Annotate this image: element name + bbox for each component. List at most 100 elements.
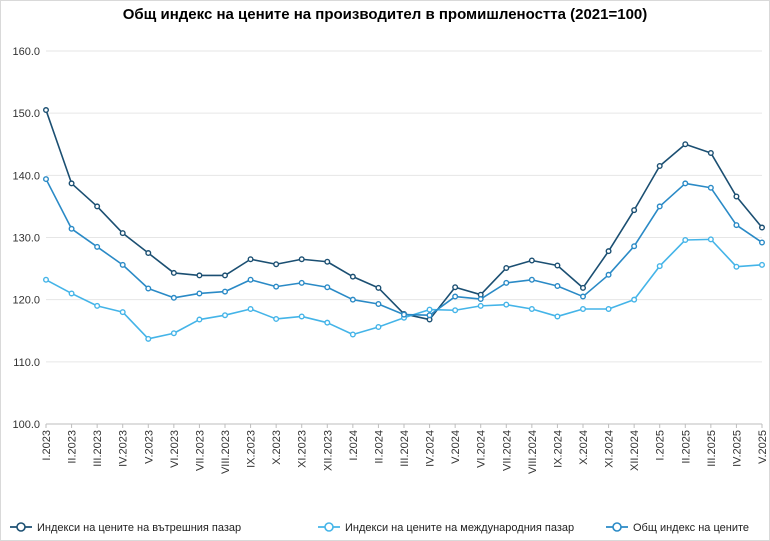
data-point <box>68 180 75 187</box>
series-2 <box>43 236 766 342</box>
data-point <box>196 290 203 297</box>
legend-label: Индекси на цените на международния пазар <box>345 522 574 534</box>
legend-label: Общ индекс на цените <box>633 522 749 534</box>
data-point <box>94 302 101 309</box>
data-point <box>554 262 561 269</box>
y-tick-label: 110.0 <box>13 357 40 369</box>
data-point <box>656 163 663 170</box>
data-point <box>426 312 433 319</box>
x-tick-label: VI.2024 <box>476 430 488 468</box>
data-point <box>477 302 484 309</box>
data-point <box>247 276 254 283</box>
data-point <box>503 301 510 308</box>
data-point <box>94 243 101 250</box>
data-point <box>273 261 280 268</box>
data-point <box>145 250 152 257</box>
series-line <box>45 238 763 340</box>
legend-item[interactable]: Общ индекс на цените <box>606 522 749 534</box>
data-point <box>43 176 50 183</box>
data-point <box>298 313 305 320</box>
data-point <box>170 269 177 276</box>
data-point <box>452 307 459 314</box>
x-tick-label: XI.2024 <box>604 430 616 468</box>
x-tick-label: VI.2023 <box>169 430 181 468</box>
data-point <box>349 273 356 280</box>
data-point <box>707 149 714 156</box>
x-tick-label: II.2025 <box>680 430 692 464</box>
series-line <box>45 178 763 317</box>
data-point <box>452 293 459 300</box>
data-point <box>554 313 561 320</box>
x-tick-label: I.2025 <box>655 430 667 461</box>
x-tick-label: XI.2023 <box>297 430 309 468</box>
x-tick-label: VII.2023 <box>194 430 206 471</box>
x-tick-label: XII.2023 <box>322 430 334 471</box>
legend-label: Индекси на цените на вътрешния пазар <box>37 522 241 534</box>
x-tick-label: V.2024 <box>450 430 462 464</box>
x-tick-label: II.2024 <box>373 430 385 464</box>
data-point <box>324 258 331 265</box>
data-point <box>503 279 510 286</box>
data-point <box>477 296 484 303</box>
data-point <box>682 141 689 148</box>
x-tick-label: XII.2024 <box>629 430 641 471</box>
data-point <box>43 107 50 114</box>
legend-marker-icon <box>16 522 26 532</box>
x-tick-label: III.2023 <box>92 430 104 467</box>
data-point <box>119 230 126 237</box>
data-point <box>119 261 126 268</box>
series-layer <box>43 107 766 342</box>
data-point <box>580 293 587 300</box>
data-point <box>528 305 535 312</box>
data-point <box>580 284 587 291</box>
data-point <box>221 312 228 319</box>
data-point <box>682 236 689 243</box>
data-point <box>196 272 203 279</box>
y-tick-label: 160.0 <box>12 46 40 58</box>
data-point <box>94 203 101 210</box>
x-tick-label: IV.2025 <box>731 430 743 467</box>
data-point <box>528 257 535 264</box>
data-point <box>426 306 433 313</box>
x-tick-label: VII.2024 <box>501 430 513 471</box>
data-point <box>733 263 740 270</box>
data-point <box>605 248 612 255</box>
legend: Индекси на цените на вътрешния пазар Инде… <box>10 522 749 534</box>
data-point <box>554 282 561 289</box>
x-tick-label: VIII.2023 <box>220 430 232 474</box>
data-point <box>605 271 612 278</box>
x-tick-label: V.2023 <box>143 430 155 464</box>
data-point <box>221 272 228 279</box>
x-tick-label: X.2023 <box>271 430 283 465</box>
data-point <box>145 285 152 292</box>
data-point <box>196 316 203 323</box>
data-point <box>656 263 663 270</box>
x-tick-label: V.2025 <box>757 430 769 464</box>
x-tick-label: X.2024 <box>578 430 590 465</box>
series-3 <box>43 176 766 319</box>
data-point <box>324 319 331 326</box>
data-point <box>452 284 459 291</box>
data-point <box>759 224 766 231</box>
y-tick-label: 140.0 <box>12 170 40 182</box>
data-point <box>145 335 152 342</box>
x-tick-label: VIII.2024 <box>527 430 539 474</box>
data-point <box>298 279 305 286</box>
data-point <box>759 261 766 268</box>
data-point <box>656 203 663 210</box>
x-axis: I.2023 II.2023 III.2023 IV.2023 V.2023 VI.202… <box>41 424 769 474</box>
legend-item[interactable]: Индекси на цените на международния пазар <box>318 522 574 534</box>
data-point <box>503 264 510 271</box>
grid-lines <box>46 50 762 425</box>
data-point <box>631 207 638 214</box>
legend-item[interactable]: Индекси на цените на вътрешния пазар <box>10 522 241 534</box>
data-point <box>298 256 305 263</box>
x-tick-label: III.2025 <box>706 430 718 467</box>
data-point <box>707 184 714 191</box>
x-tick-label: II.2023 <box>67 430 79 464</box>
data-point <box>733 222 740 229</box>
y-tick-label: 120.0 <box>12 295 40 307</box>
y-tick-label: 100.0 <box>12 419 40 431</box>
chart-title: Общ индекс на цените на производител в п… <box>123 6 648 23</box>
legend-marker-icon <box>612 522 622 532</box>
